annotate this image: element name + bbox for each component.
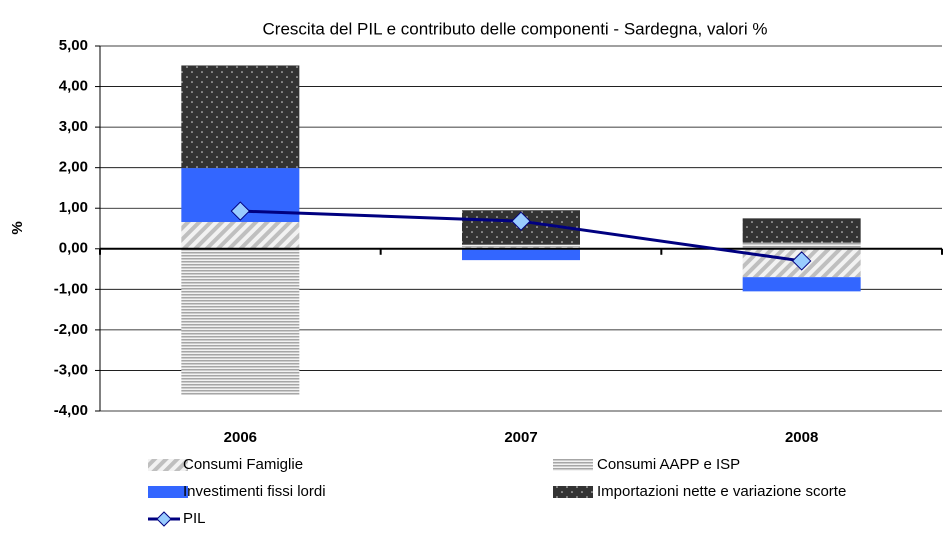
line-marker bbox=[230, 201, 251, 221]
bar-segment bbox=[462, 246, 580, 249]
y-tick-label: -2,00 bbox=[54, 321, 88, 338]
bar-segment bbox=[742, 277, 861, 292]
line-marker bbox=[791, 251, 812, 271]
y-tick-label: 1,00 bbox=[59, 199, 88, 216]
bar-segment bbox=[462, 248, 580, 261]
y-tick-label: 0,00 bbox=[59, 240, 88, 257]
bar-segment bbox=[181, 222, 300, 249]
x-tick-label: 2006 bbox=[224, 429, 257, 446]
legend-swatch bbox=[553, 486, 593, 498]
chart-title: Crescita del PIL e contributo delle comp… bbox=[263, 19, 768, 38]
legend-label: PIL bbox=[183, 510, 206, 527]
legend-label: Investimenti fissi lordi bbox=[183, 483, 326, 500]
y-tick-label: 4,00 bbox=[59, 78, 88, 95]
legend-swatch bbox=[156, 511, 172, 527]
y-tick-label: 3,00 bbox=[59, 118, 88, 135]
legend-swatch bbox=[553, 459, 593, 471]
y-tick-label: -3,00 bbox=[54, 361, 88, 378]
line-marker bbox=[511, 211, 531, 231]
y-axis-label: % bbox=[9, 221, 26, 234]
y-tick-label: -1,00 bbox=[54, 280, 88, 297]
x-tick-label: 2007 bbox=[504, 429, 537, 446]
bar-segment bbox=[742, 218, 861, 243]
bar-segment bbox=[462, 244, 580, 247]
legend-label: Consumi Famiglie bbox=[183, 456, 303, 473]
y-tick-label: 5,00 bbox=[59, 37, 88, 54]
legend-label: Importazioni nette e variazione scorte bbox=[597, 483, 846, 500]
bar-segment bbox=[181, 65, 300, 169]
y-tick-label: 2,00 bbox=[59, 159, 88, 176]
bar-segment bbox=[181, 248, 300, 395]
legend-swatch bbox=[148, 486, 188, 498]
x-tick-label: 2008 bbox=[785, 429, 818, 446]
legend-swatch bbox=[148, 459, 188, 471]
y-tick-label: -4,00 bbox=[54, 402, 88, 419]
bar-segment bbox=[742, 242, 861, 249]
legend-label: Consumi AAPP e ISP bbox=[597, 456, 740, 473]
